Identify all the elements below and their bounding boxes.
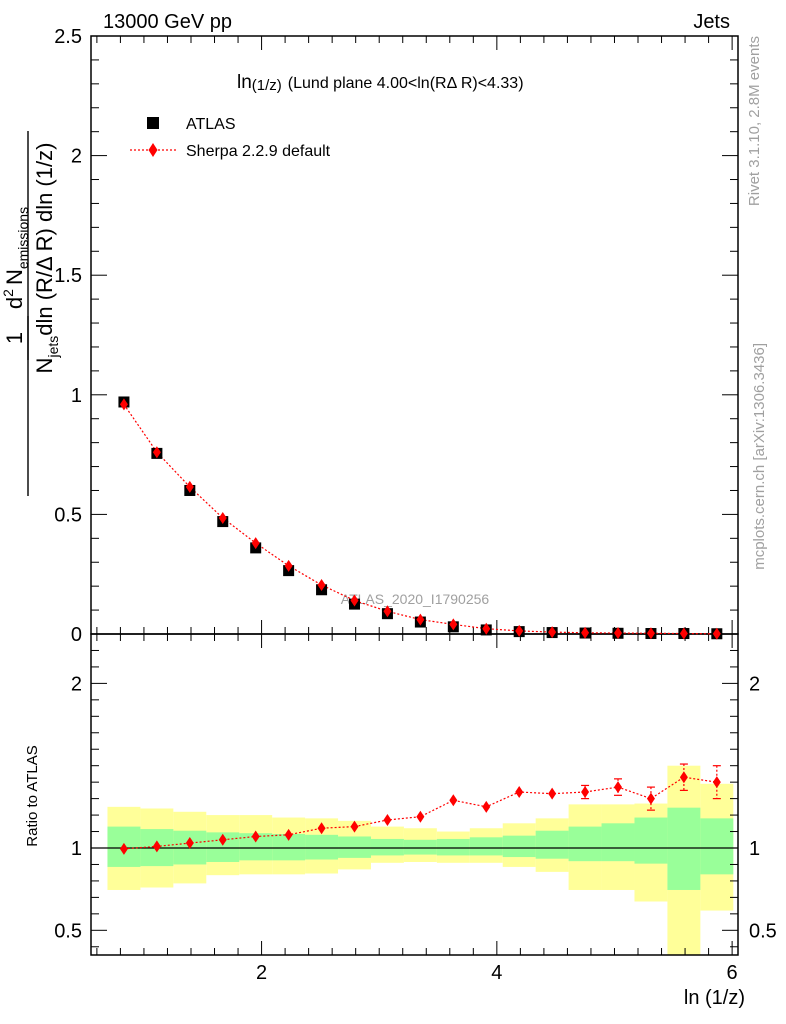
sherpa-point xyxy=(119,398,128,411)
sherpa-point xyxy=(712,627,721,640)
mcplots-label: mcplots.cern.ch [arXiv:1306.3436] xyxy=(751,343,768,570)
sherpa-point xyxy=(679,627,688,640)
ratio-band-inner-bin xyxy=(403,839,437,855)
sherpa-point xyxy=(350,594,359,607)
ratio-axis-label: Ratio to ATLAS xyxy=(24,745,41,846)
y-label-numerator: d2Nemissions xyxy=(0,207,31,309)
sherpa-point xyxy=(548,626,557,639)
ratio-band-inner-bin xyxy=(338,836,371,858)
sherpa-point xyxy=(416,613,425,626)
x-axis-label: ln (1/z) xyxy=(684,987,745,1009)
ratio-y-tick-label: 1 xyxy=(71,838,82,860)
x-tick-label: 6 xyxy=(727,962,738,984)
ratio-point xyxy=(712,776,721,789)
legend-sherpa-marker xyxy=(148,143,158,157)
ratio-band-inner-bin xyxy=(535,830,569,859)
ratio-point xyxy=(581,786,590,799)
main-y-tick-label: 1 xyxy=(71,385,82,407)
sherpa-point xyxy=(614,627,623,640)
sherpa-point xyxy=(515,624,524,637)
ratio-band-inner-bin xyxy=(502,835,536,858)
y-label-denominator: Njetsdln (R/Δ R) dln (1/z) xyxy=(32,143,61,374)
x-tick-label: 2 xyxy=(256,962,267,984)
ratio-y-tick-label-right: 2 xyxy=(749,673,760,695)
ratio-band-inner-bin xyxy=(601,823,635,862)
ratio-y-tick-label: 0.5 xyxy=(54,920,82,942)
legend-sherpa-label: Sherpa 2.2.9 default xyxy=(186,143,331,160)
sherpa-point xyxy=(482,622,491,635)
ratio-point xyxy=(614,781,623,794)
sherpa-point xyxy=(317,578,326,591)
sherpa-point xyxy=(218,511,227,524)
plot-title-main: ln xyxy=(237,72,252,93)
ratio-point xyxy=(646,792,655,805)
ratio-point xyxy=(482,800,491,813)
ratio-band-inner-bin xyxy=(370,838,404,856)
ratio-point xyxy=(548,787,557,800)
main-y-tick-label: 0.5 xyxy=(54,504,82,526)
ratio-y-tick-label-right: 1 xyxy=(749,838,760,860)
sherpa-point xyxy=(581,626,590,639)
ratio-point xyxy=(152,840,161,853)
main-y-tick-label: 2.5 xyxy=(54,26,82,48)
y-label-fraction-one: 1 xyxy=(2,332,27,344)
legend-atlas-marker xyxy=(147,117,159,129)
sherpa-point xyxy=(449,618,458,631)
y-axis-label: 1 d2Nemissions Njetsdln (R/Δ R) dln (1/z… xyxy=(0,131,61,496)
ratio-point xyxy=(251,830,260,843)
ratio-point xyxy=(679,771,688,784)
sherpa-point xyxy=(284,559,293,572)
ratio-band-inner-bin xyxy=(667,807,701,890)
legend-atlas-label: ATLAS xyxy=(186,116,236,133)
header-left: 13000 GeV pp xyxy=(103,11,232,33)
ratio-y-tick-label-right: 0.5 xyxy=(749,920,777,942)
ratio-point xyxy=(284,828,293,841)
ratio-panel-frame xyxy=(90,633,739,956)
ratio-point xyxy=(218,833,227,846)
rivet-version-label: Rivet 3.1.10, 2.8M events xyxy=(746,36,763,206)
ratio-point xyxy=(449,794,458,807)
ratio-band-inner-bin xyxy=(634,817,668,864)
sherpa-points xyxy=(119,398,721,640)
sherpa-point xyxy=(152,446,161,459)
ratio-band-inner-bin xyxy=(305,834,339,860)
axis-tick-labels: 2 4 6 0 0.5 1 1.5 2 2.5 0.5 0.5 1 1 2 2 xyxy=(54,26,777,984)
ratio-point xyxy=(119,842,128,855)
plot-title: ln(1/z) (Lund plane 4.00<ln(RΔ R)<4.33) xyxy=(237,72,524,94)
header-right: Jets xyxy=(693,11,730,33)
main-y-tick-label: 0 xyxy=(71,624,82,646)
ratio-band-inner-bin xyxy=(568,826,602,862)
ratio-point xyxy=(350,820,359,833)
plot-title-detail: (Lund plane 4.00<ln(RΔ R)<4.33) xyxy=(288,75,524,92)
ratio-point xyxy=(416,810,425,823)
ratio-band-inner-bin xyxy=(700,818,734,875)
ratio-point xyxy=(515,786,524,799)
ratio-point xyxy=(185,837,194,850)
main-y-tick-label: 1.5 xyxy=(54,265,82,287)
sherpa-point xyxy=(185,480,194,493)
plot-title-sub: (1/z) xyxy=(252,77,282,94)
ratio-points xyxy=(119,763,721,855)
ratio-band-inner-bin xyxy=(469,837,503,856)
analysis-watermark: ATLAS_2020_I1790256 xyxy=(341,591,490,607)
ratio-point xyxy=(383,814,392,827)
sherpa-point xyxy=(251,537,260,550)
ratio-y-tick-label: 2 xyxy=(71,673,82,695)
sherpa-point xyxy=(646,627,655,640)
ratio-point xyxy=(317,822,326,835)
ratio-band-inner-bin xyxy=(436,838,470,856)
axis-ticks xyxy=(91,35,738,955)
main-y-tick-label: 2 xyxy=(71,146,82,168)
x-tick-label: 4 xyxy=(491,962,502,984)
sherpa-point xyxy=(383,605,392,618)
